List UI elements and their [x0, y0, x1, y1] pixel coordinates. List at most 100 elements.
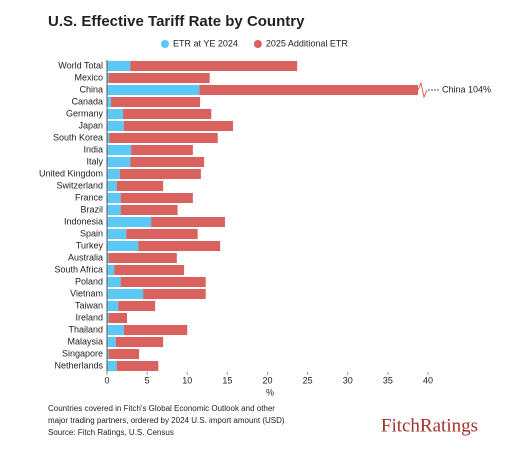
footnote: Source: Fitch Ratings, U.S. Census [48, 428, 174, 437]
y-tick-label: Thailand [68, 324, 103, 334]
bar [107, 216, 152, 228]
y-tick-label: Switzerland [56, 180, 103, 190]
bar [107, 132, 110, 144]
bar [109, 132, 218, 144]
y-tick-label: India [83, 144, 103, 154]
bar [108, 348, 140, 360]
bar [120, 204, 178, 216]
bar [116, 180, 164, 192]
footnote: major trading partners, ordered by 2024 … [48, 416, 285, 425]
y-tick-label: Japan [78, 120, 103, 130]
y-tick-label: Australia [68, 252, 103, 262]
bar [130, 156, 205, 168]
bar [107, 96, 112, 108]
y-tick-label: China [79, 84, 103, 94]
y-tick-label: Vietnam [70, 288, 103, 298]
y-tick-label: Indonesia [64, 216, 103, 226]
bar [107, 228, 127, 240]
y-tick-label: Taiwan [75, 300, 103, 310]
y-tick-label: South Korea [53, 132, 103, 142]
x-tick-label: 15 [222, 375, 232, 385]
y-tick-label: Brazil [80, 204, 103, 214]
bar [131, 144, 193, 156]
legend-label: ETR at YE 2024 [173, 38, 238, 48]
legend-swatch [253, 40, 262, 48]
bar [126, 228, 198, 240]
axis-break [417, 81, 428, 99]
y-tick-label: World Total [58, 60, 103, 70]
bar [107, 144, 132, 156]
x-tick-label: 30 [343, 375, 353, 385]
y-tick-label: France [75, 192, 103, 202]
bar [107, 252, 109, 264]
bar [107, 180, 117, 192]
y-tick-label: Canada [71, 96, 103, 106]
bar [118, 300, 156, 312]
bar [107, 108, 124, 120]
y-tick-label: Singapore [62, 348, 103, 358]
y-tick-label: Ireland [75, 312, 103, 322]
y-tick-label: Poland [75, 276, 103, 286]
logo: FitchRatings [381, 415, 478, 436]
bar [143, 288, 206, 300]
x-tick-label: 5 [145, 375, 150, 385]
bar [107, 60, 131, 72]
y-tick-label: Malaysia [67, 336, 103, 346]
annotation: China 104% [442, 84, 491, 94]
bar [120, 276, 206, 288]
bar [107, 264, 115, 276]
bar [107, 288, 144, 300]
bar [107, 312, 109, 324]
bar [123, 120, 233, 132]
bar [107, 324, 124, 336]
bar [119, 168, 201, 180]
y-tick-label: South Africa [54, 264, 103, 274]
bar [120, 192, 193, 204]
bar [199, 84, 418, 96]
bar [111, 96, 201, 108]
y-tick-label: Turkey [76, 240, 104, 250]
bar [107, 240, 139, 252]
y-tick-label: Spain [80, 228, 103, 238]
y-tick-label: United Kingdom [39, 168, 103, 178]
bar [107, 300, 119, 312]
bar [115, 336, 164, 348]
bar [123, 324, 188, 336]
bar [107, 336, 116, 348]
x-tick-label: 40 [423, 375, 433, 385]
bar [130, 60, 298, 72]
bar [108, 312, 128, 324]
bar [151, 216, 225, 228]
bar [107, 168, 120, 180]
bar [123, 108, 212, 120]
y-tick-label: Netherlands [54, 360, 103, 370]
bar [138, 240, 221, 252]
x-tick-label: 0 [104, 375, 109, 385]
x-tick-label: 20 [262, 375, 272, 385]
bar [107, 360, 117, 372]
bar [116, 360, 159, 372]
x-tick-label: 10 [182, 375, 192, 385]
bar [107, 156, 131, 168]
bar [107, 348, 109, 360]
y-tick-label: Mexico [74, 72, 103, 82]
legend-label: 2025 Additional ETR [266, 38, 349, 48]
bar [114, 264, 185, 276]
bar [107, 276, 121, 288]
y-tick-label: Italy [86, 156, 103, 166]
bar [107, 120, 124, 132]
bar [107, 72, 109, 84]
chart-title: U.S. Effective Tariff Rate by Country [48, 13, 305, 30]
x-tick-label: 35 [383, 375, 393, 385]
bar [107, 192, 121, 204]
bars [107, 60, 418, 372]
legend-swatch [161, 40, 169, 48]
bar [108, 72, 210, 84]
bar [107, 84, 200, 96]
y-tick-label: Germany [66, 108, 104, 118]
x-axis-label: % [266, 387, 274, 397]
bar [108, 252, 177, 264]
x-tick-label: 25 [303, 375, 313, 385]
bar [107, 204, 121, 216]
